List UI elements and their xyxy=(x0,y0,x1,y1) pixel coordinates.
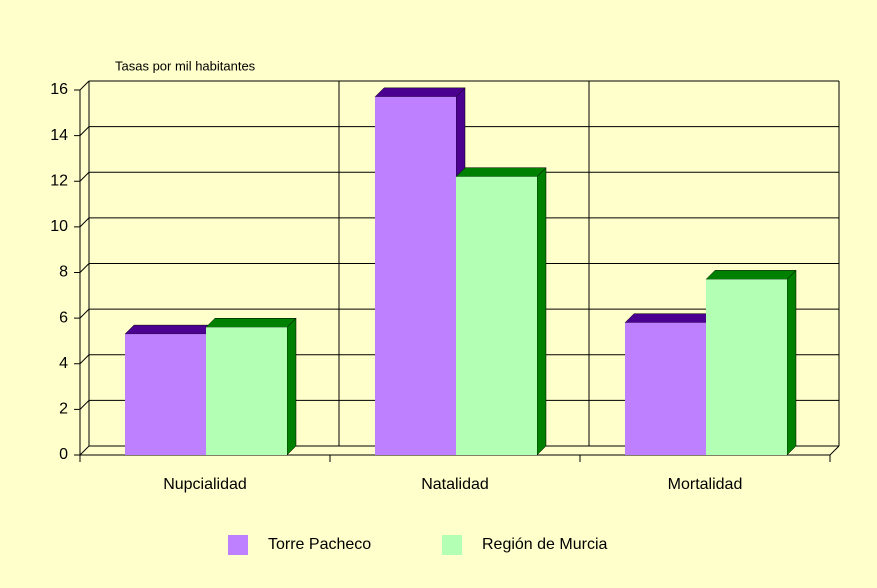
legend-label: Región de Murcia xyxy=(482,536,608,553)
tick-depth xyxy=(79,171,90,182)
legend-swatch xyxy=(228,535,248,555)
y-tick-label: 0 xyxy=(59,446,68,463)
bar-top xyxy=(205,318,297,328)
tick-depth xyxy=(79,217,90,228)
tick-depth xyxy=(79,263,90,273)
bar xyxy=(206,327,287,455)
y-tick-label: 12 xyxy=(50,172,68,189)
y-tick-label: 10 xyxy=(50,218,68,235)
bar-top xyxy=(624,313,716,323)
bar-top xyxy=(374,87,466,98)
bar-top xyxy=(124,324,216,335)
tick-depth xyxy=(79,400,90,410)
bar-top xyxy=(705,270,797,280)
x-tick-label: Natalidad xyxy=(421,476,489,493)
tick-depth xyxy=(79,308,90,319)
y-tick-label: 8 xyxy=(59,264,68,281)
bar xyxy=(375,96,456,455)
tick-depth xyxy=(79,445,90,456)
tick-depth xyxy=(79,80,90,91)
x-tick-label: Nupcialidad xyxy=(163,476,247,493)
bar-top xyxy=(455,167,547,177)
x-tick-label: Mortalidad xyxy=(668,476,743,493)
y-tick-label: 16 xyxy=(50,81,68,98)
bar-side xyxy=(286,317,297,456)
y-tick-label: 6 xyxy=(59,309,68,326)
bar xyxy=(706,279,787,455)
y-tick-label: 2 xyxy=(59,401,68,418)
bar-side xyxy=(536,167,547,456)
y-tick-label: 4 xyxy=(59,355,68,372)
bar-side xyxy=(786,269,797,456)
bar xyxy=(456,176,537,455)
tick-depth xyxy=(79,126,90,136)
tick-depth xyxy=(79,354,90,365)
bar xyxy=(125,334,206,455)
legend-swatch xyxy=(442,535,462,555)
legend-label: Torre Pacheco xyxy=(268,536,371,553)
y-axis-label: Tasas por mil habitantes xyxy=(115,58,256,73)
y-tick-label: 14 xyxy=(50,127,68,144)
bar xyxy=(625,322,706,455)
